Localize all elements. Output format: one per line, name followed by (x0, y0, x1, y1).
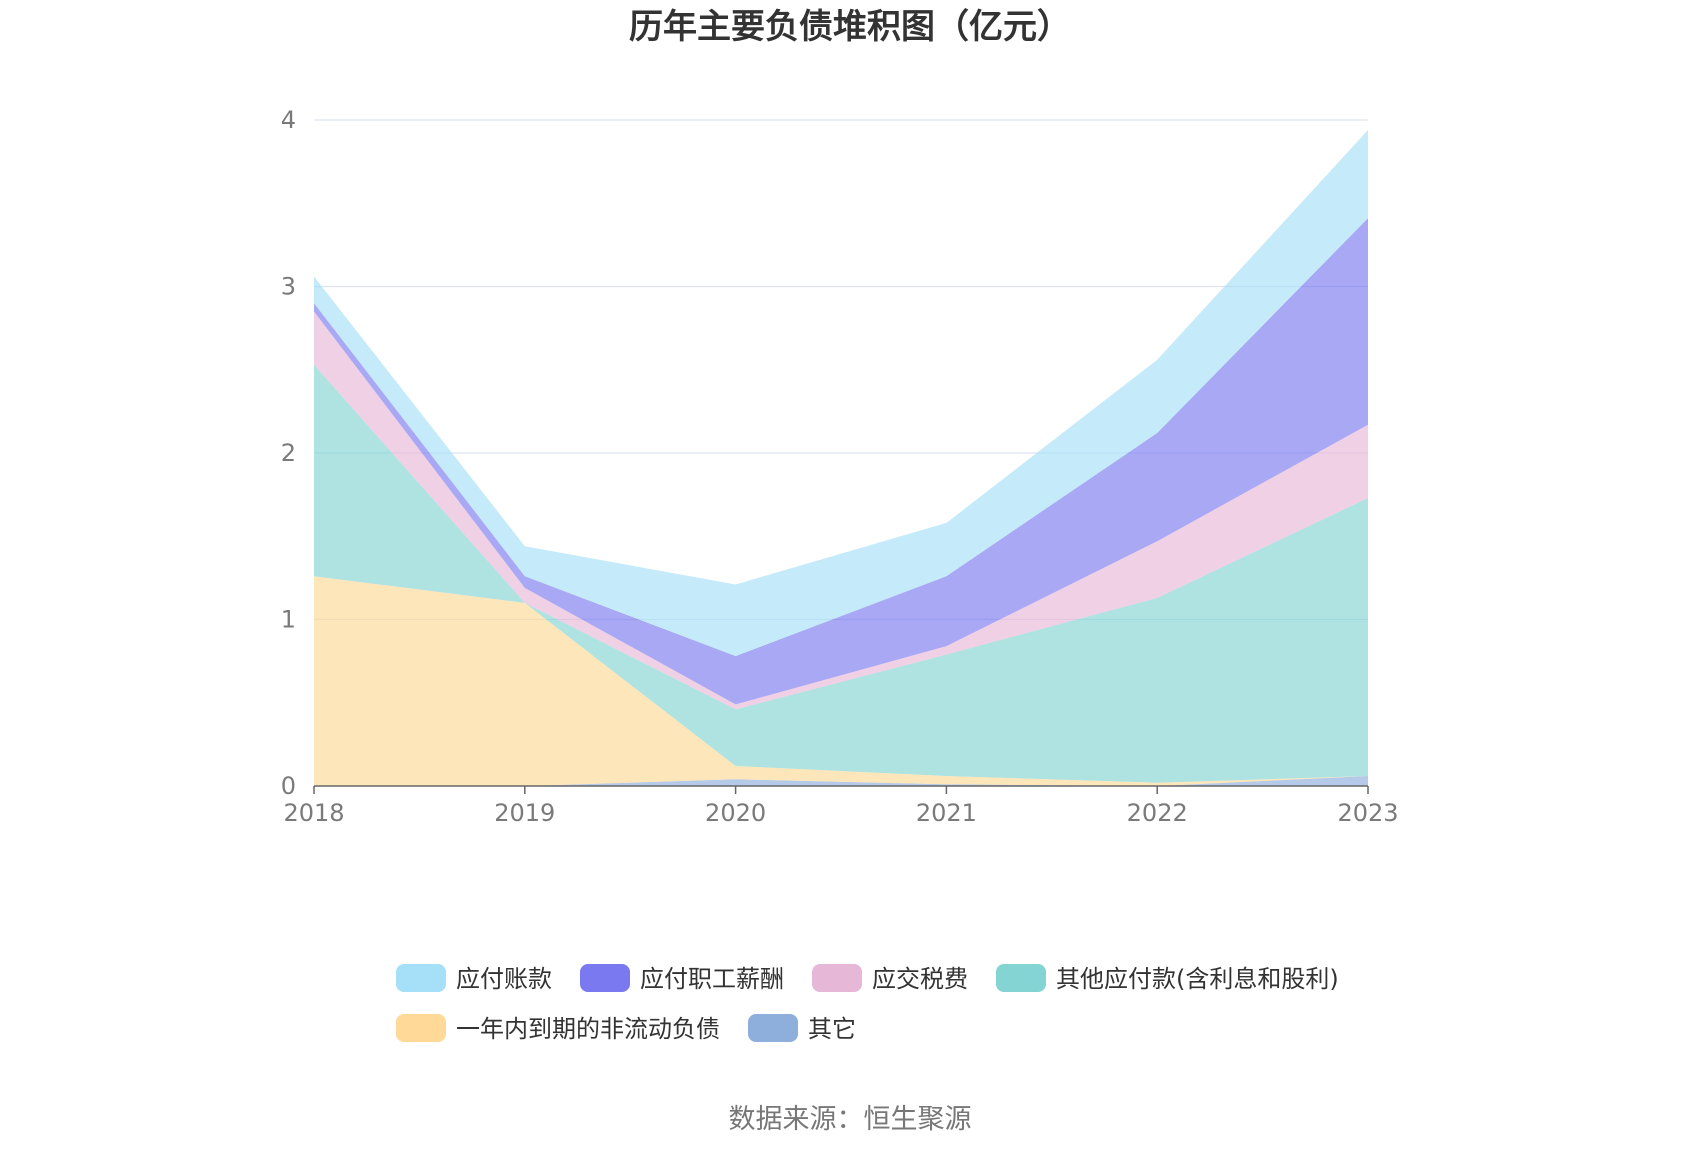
area-series-0 (314, 776, 1368, 786)
x-tick-label: 2021 (916, 799, 977, 827)
legend-item[interactable]: 其它 (748, 1014, 856, 1043)
y-tick-label: 1 (281, 606, 296, 634)
legend-swatch (996, 964, 1046, 992)
legend-swatch (580, 964, 630, 992)
legend-label: 其他应付款(含利息和股利) (1056, 965, 1339, 993)
y-tick-label: 2 (281, 439, 296, 467)
area-series-2 (314, 364, 1368, 783)
legend-item[interactable]: 应付账款 (396, 964, 552, 993)
legend-swatch (396, 964, 446, 992)
legend-swatch (748, 1014, 798, 1042)
legend-swatch (396, 1014, 446, 1042)
legend-label: 其它 (808, 1015, 856, 1043)
y-tick-label: 0 (281, 772, 296, 800)
chart-title: 历年主要负债堆积图（亿元） (629, 7, 1071, 47)
legend-item[interactable]: 一年内到期的非流动负债 (396, 1014, 720, 1043)
legend-label: 应付职工薪酬 (640, 965, 784, 993)
x-tick-label: 2022 (1127, 799, 1188, 827)
x-tick-label: 2019 (494, 799, 555, 827)
x-tick-label: 2023 (1337, 799, 1398, 827)
legend-swatch (812, 964, 862, 992)
x-tick-label: 2020 (705, 799, 766, 827)
legend-item[interactable]: 其他应付款(含利息和股利) (996, 964, 1339, 993)
area-series-3 (314, 311, 1368, 710)
x-tick-label: 2018 (283, 799, 344, 827)
area-series-5 (314, 130, 1368, 657)
legend-label: 应交税费 (872, 965, 968, 993)
legend-label: 一年内到期的非流动负债 (456, 1015, 720, 1043)
y-tick-label: 3 (281, 273, 296, 301)
axes: 0 1 2 3 4 2018 2019 2020 2021 2022 2023 (281, 106, 1399, 827)
area-series-1 (314, 576, 1368, 786)
legend[interactable]: 应付账款 应付职工薪酬 应交税费 其他应付款(含利息和股利) 一年内到期的非流动负债 其它 (396, 964, 1339, 1043)
stacked-areas (314, 130, 1368, 786)
legend-item[interactable]: 应付职工薪酬 (580, 964, 784, 993)
y-tick-label: 4 (281, 106, 296, 134)
data-source: 数据来源：恒生聚源 (729, 1104, 972, 1135)
legend-label: 应付账款 (456, 965, 552, 993)
area-series-4 (314, 218, 1368, 705)
legend-item[interactable]: 应交税费 (812, 964, 968, 993)
